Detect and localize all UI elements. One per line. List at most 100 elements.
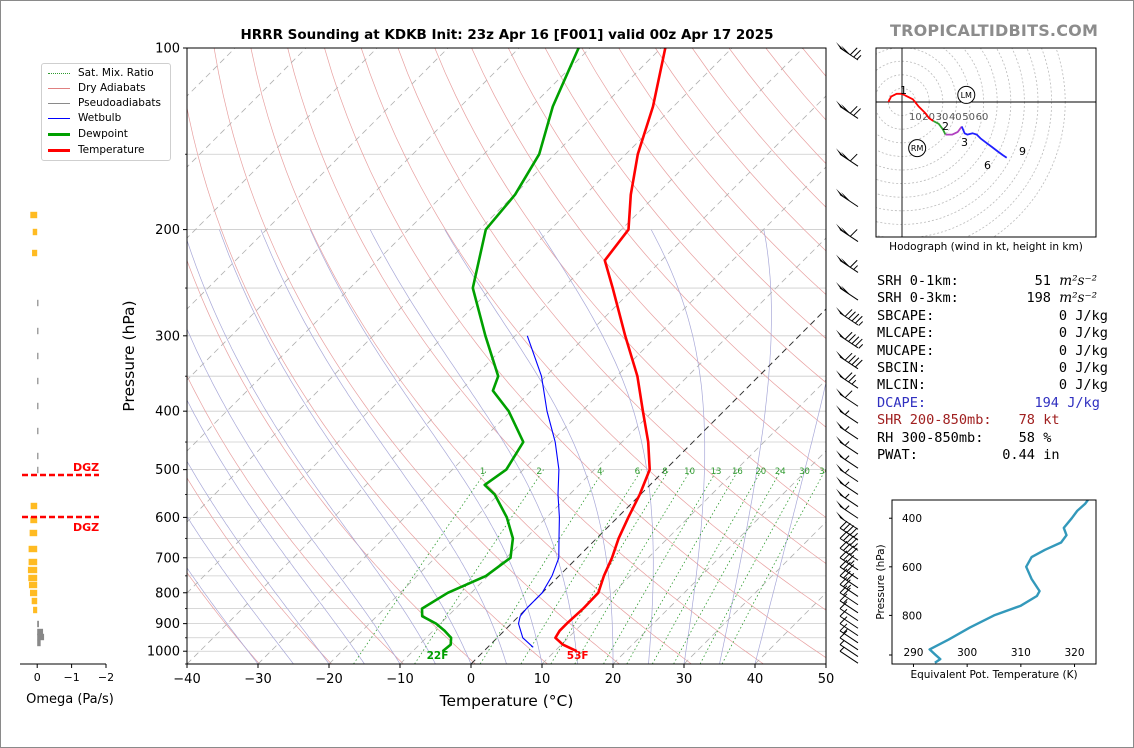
- legend-label-dry-adiabats: Dry Adiabats: [78, 82, 146, 94]
- param-unit: J/kg: [1075, 307, 1108, 324]
- pseudoadiabat: [309, 229, 543, 664]
- pseudoadiabat: [187, 239, 436, 664]
- omega-bar: [30, 211, 38, 219]
- dry-adiabat: [287, 48, 764, 664]
- dry-adiabat: [434, 48, 826, 518]
- wind-barb-staff: [839, 527, 859, 541]
- wind-barb-flag: [839, 616, 848, 624]
- wind-barb-flag: [843, 561, 851, 570]
- param-value: 194: [1034, 394, 1059, 411]
- omega-bar: [37, 452, 39, 460]
- legend-swatch-pseudoadiabats: [48, 102, 70, 104]
- mixing-ratio-label: 16: [732, 467, 743, 477]
- wind-barb-pennant: [836, 450, 845, 460]
- wind-barb: [836, 500, 859, 519]
- thetae-y-tick-label: 800: [902, 610, 922, 622]
- wind-barb-flag: [849, 259, 858, 268]
- omega-x-tick-label: 0: [34, 671, 41, 684]
- param-label: SBCIN:: [877, 360, 927, 377]
- mixing-ratio-label: 10: [684, 467, 695, 477]
- isotherm: [328, 166, 826, 664]
- wind-barb-pennant: [841, 227, 851, 237]
- wind-barb-staff: [839, 441, 859, 455]
- wind-barb-flag: [849, 153, 858, 162]
- mixing-ratio-label: 24: [775, 467, 786, 477]
- omega-bar: [37, 377, 39, 385]
- wind-barb-flag: [846, 535, 855, 544]
- wind-barb-flag: [844, 309, 853, 317]
- isotherm: [470, 308, 826, 664]
- wind-barb-flag: [839, 630, 848, 639]
- isotherm: [399, 237, 826, 664]
- mixing-ratio-label: 1: [480, 467, 485, 477]
- wind-barb-half-flag: [844, 426, 850, 431]
- wind-barb-staff: [839, 630, 859, 644]
- wind-barb: [836, 436, 859, 455]
- wind-barb: [836, 405, 859, 424]
- hodo-height-label: 1: [900, 84, 907, 97]
- x-tick-label: −30: [244, 672, 271, 687]
- isotherm: [187, 48, 520, 381]
- param-value: 198: [1026, 290, 1051, 307]
- pseudoadiabat: [219, 229, 472, 664]
- omega-bar: [29, 529, 38, 537]
- wind-barb-flag: [848, 334, 856, 342]
- wind-barb-staff: [839, 356, 859, 370]
- skewt-axes-frame: [186, 47, 827, 665]
- param-label: RH 300-850mb:: [877, 429, 984, 446]
- x-tick-label: −40: [173, 672, 200, 687]
- wind-barb-staff: [839, 600, 859, 614]
- wind-barb-pennant: [841, 285, 851, 295]
- wind-barb-flag: [851, 313, 860, 322]
- legend-swatch-dry-adiabats: [48, 87, 70, 89]
- wind-barb: [839, 568, 859, 589]
- wind-barb: [839, 520, 859, 541]
- mixing-ratio-line: [353, 469, 488, 664]
- thetae-plot: [928, 500, 1089, 664]
- wind-barb-flag: [839, 577, 848, 585]
- wind-barb-flag: [839, 520, 848, 529]
- legend-label-pseudoadiabats: Pseudoadiabats: [78, 97, 161, 109]
- wind-barb-half-flag: [839, 640, 845, 645]
- wind-barb: [839, 608, 859, 629]
- omega-bar: [28, 581, 38, 589]
- wind-barb-flag: [843, 570, 851, 579]
- wind-barb-flag: [846, 545, 855, 554]
- y-tick-label: 1000: [147, 645, 180, 660]
- wind-barb-pennant: [836, 388, 845, 398]
- hodo-ring-label: 10: [909, 112, 922, 123]
- legend-swatch-dewpoint: [48, 132, 70, 136]
- pseudoadiabat: [369, 229, 578, 664]
- param-unit: %: [1043, 429, 1052, 446]
- omega-bar: [33, 606, 38, 614]
- omega-bar: [28, 545, 38, 553]
- thetae-y-tick-label: 600: [902, 562, 922, 574]
- wind-barb-flag: [839, 540, 848, 549]
- wind-barb-flag: [839, 608, 848, 617]
- legend: Sat. Mix. Ratio Dry Adiabats Pseudoadiab…: [41, 63, 171, 161]
- mixing-ratio-line: [626, 469, 740, 664]
- isotherm: [187, 48, 307, 168]
- parameter-table: SRH 0-1km: 51 m²s⁻² SRH 0-3km: 198 m²s⁻² S…: [877, 273, 1108, 464]
- wind-barb-half-flag: [858, 343, 864, 349]
- thetae-line: [928, 500, 1089, 664]
- wind-barb: [839, 559, 859, 580]
- wind-barb-staff: [839, 584, 859, 597]
- wind-barb-pennant: [836, 282, 845, 292]
- wind-barb: [839, 640, 859, 658]
- wind-barb-staff: [839, 592, 859, 606]
- wind-barb: [836, 476, 859, 495]
- param-label: MLCAPE:: [877, 325, 935, 342]
- isotherm: [187, 48, 804, 664]
- y-tick-label: 800: [155, 586, 180, 601]
- wind-barb-half-flag: [853, 543, 858, 548]
- hodo-segment: [960, 126, 1008, 159]
- wind-barb-staff: [839, 393, 859, 407]
- wind-barb: [836, 370, 859, 389]
- wind-barb-flag: [839, 623, 848, 632]
- brand-watermark: TROPICALTIDBITS.COM: [890, 21, 1099, 40]
- wind-barb-pennant: [836, 421, 845, 431]
- legend-item-sat-mix-ratio: Sat. Mix. Ratio: [48, 66, 154, 80]
- pseudoadiabat: [650, 229, 706, 664]
